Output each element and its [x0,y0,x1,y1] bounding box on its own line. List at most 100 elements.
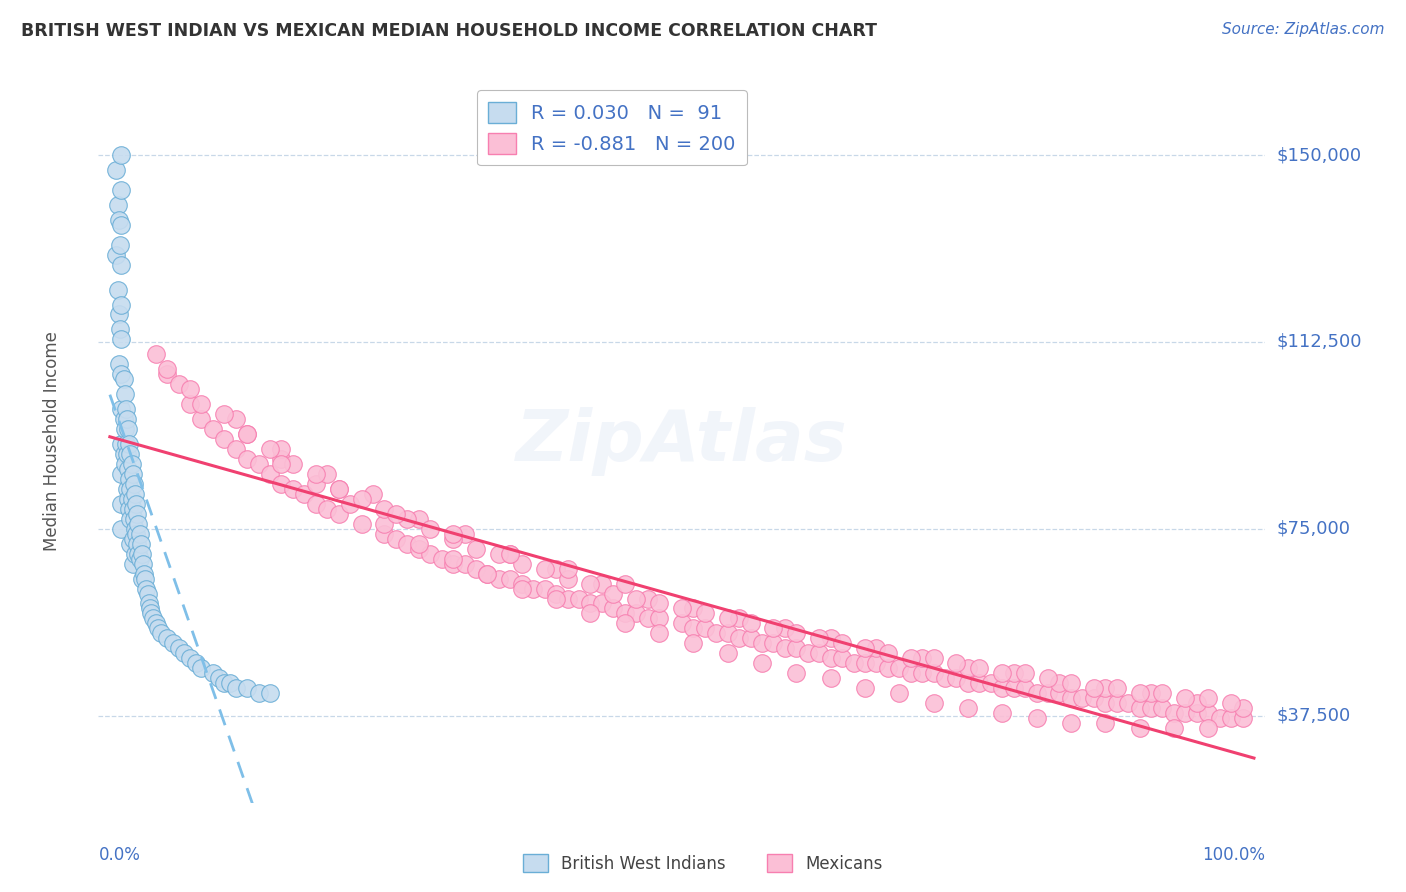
Point [853,657,876,671]
Point [820,651,842,665]
Point [853,681,876,696]
Point [121,557,143,571]
Point [991,666,1014,681]
Point [104,163,127,178]
Point [453,526,475,541]
Point [1049,676,1071,690]
Point [110,148,132,162]
Point [118,501,141,516]
Point [316,467,339,481]
Point [419,522,441,536]
Point [118,437,141,451]
Point [134,572,156,586]
Point [131,547,153,561]
Point [110,332,132,346]
Point [728,611,751,625]
Point [138,597,160,611]
Point [129,537,152,551]
Point [865,641,887,656]
Point [142,611,165,625]
Point [292,487,315,501]
Point [270,457,292,471]
Text: $112,500: $112,500 [1277,333,1362,351]
Point [751,636,773,650]
Point [1105,696,1128,710]
Point [316,501,339,516]
Point [385,532,408,546]
Point [624,591,647,606]
Point [110,467,132,481]
Point [820,671,842,685]
Point [385,507,408,521]
Point [361,487,384,501]
Point [956,676,979,690]
Point [1116,696,1139,710]
Point [900,666,922,681]
Point [557,591,579,606]
Point [1002,681,1025,696]
Point [1140,686,1163,700]
Point [114,422,136,436]
Point [167,641,190,656]
Point [911,651,934,665]
Point [118,472,141,486]
Point [1128,701,1150,715]
Point [831,636,853,650]
Point [522,582,544,596]
Point [207,671,229,685]
Point [922,696,945,710]
Point [127,537,149,551]
Point [132,557,155,571]
Point [1197,691,1219,706]
Point [1071,691,1094,706]
Point [328,507,350,521]
Point [190,412,212,426]
Point [115,412,138,426]
Point [648,611,671,625]
Point [408,541,430,556]
Point [1232,711,1254,725]
Point [624,607,647,621]
Point [110,218,132,232]
Point [441,551,464,566]
Point [831,651,853,665]
Point [980,676,1002,690]
Point [1220,696,1243,710]
Point [146,621,169,635]
Point [671,601,693,615]
Point [602,601,624,615]
Point [682,601,704,615]
Point [533,582,555,596]
Point [808,646,831,660]
Point [214,676,236,690]
Point [1083,681,1105,696]
Point [107,283,129,297]
Point [136,586,159,600]
Point [704,626,727,640]
Point [108,357,131,371]
Point [568,591,591,606]
Point [637,591,659,606]
Point [717,626,740,640]
Point [557,572,579,586]
Point [773,641,796,656]
Point [488,547,510,561]
Legend: British West Indians, Mexicans: British West Indians, Mexicans [516,847,890,880]
Point [201,666,224,681]
Point [122,512,145,526]
Point [1140,701,1163,715]
Point [969,676,991,690]
Point [110,522,132,536]
Point [121,491,143,506]
Point [613,607,636,621]
Point [945,671,967,685]
Point [139,607,162,621]
Point [1185,706,1208,720]
Text: ZipAtlas: ZipAtlas [516,407,848,476]
Point [648,626,671,640]
Point [156,362,179,376]
Point [876,661,898,675]
Point [544,561,567,575]
Point [544,586,567,600]
Point [1094,716,1116,731]
